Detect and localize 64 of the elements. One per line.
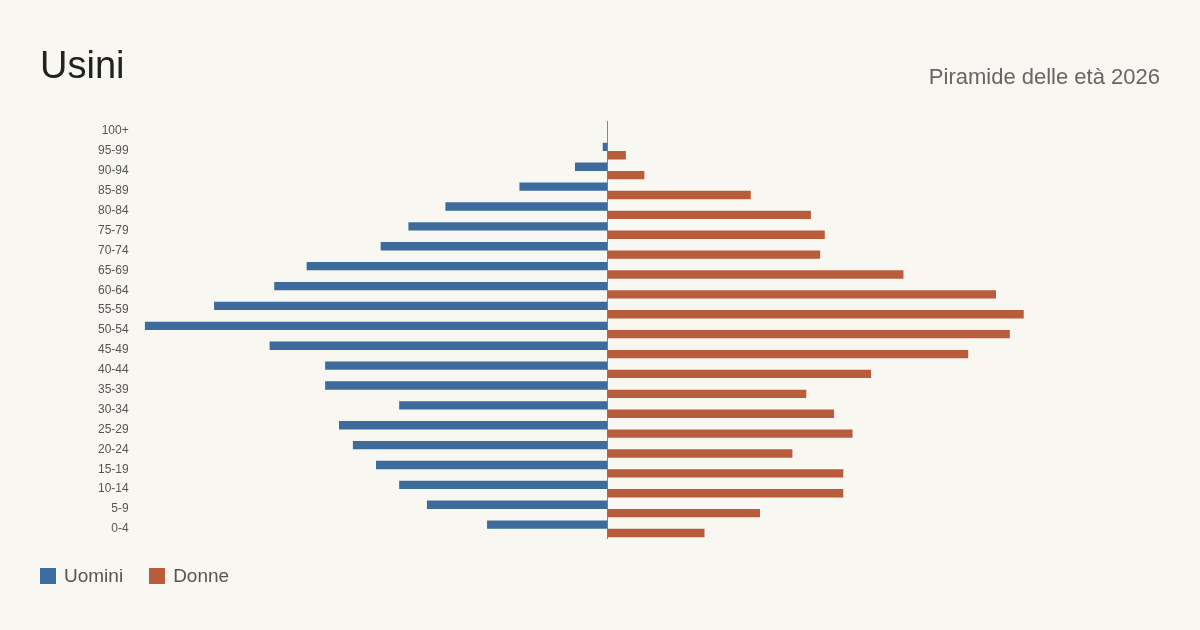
bar — [408, 222, 608, 231]
bar — [214, 301, 608, 311]
y-tick-label: 40-44 — [97, 362, 130, 377]
bar — [607, 270, 904, 279]
bar — [339, 421, 608, 430]
y-tick-label: 60-64 — [97, 282, 130, 297]
bar — [607, 409, 835, 418]
y-tick-label: 55-59 — [97, 302, 130, 317]
bar — [574, 162, 608, 171]
bar — [607, 469, 844, 478]
y-tick-label: 95-99 — [97, 143, 130, 158]
bar — [607, 330, 1010, 339]
bar — [426, 500, 608, 509]
legend-label: Donne — [172, 565, 230, 587]
bar — [607, 528, 705, 538]
bar — [607, 310, 1024, 319]
bar — [607, 489, 844, 498]
y-tick-label: 15-19 — [97, 461, 130, 476]
bar — [607, 429, 853, 438]
bar — [269, 341, 608, 350]
y-tick-label: 35-39 — [97, 381, 130, 396]
bar — [607, 250, 821, 259]
bar — [607, 449, 793, 458]
bar — [380, 242, 608, 251]
bar — [607, 230, 825, 239]
bar — [144, 321, 608, 330]
chart-title: Usini — [40, 44, 125, 87]
bar — [519, 182, 608, 191]
bar — [399, 480, 608, 490]
bar — [607, 170, 645, 180]
y-tick-label: 80-84 — [97, 203, 130, 217]
y-tick-label: 65-69 — [97, 262, 130, 277]
y-tick-label: 5-9 — [111, 501, 130, 516]
bar — [325, 361, 608, 370]
y-tick-label: 0-4 — [111, 521, 130, 536]
y-tick-label: 20-24 — [97, 441, 130, 456]
y-tick-label: 75-79 — [97, 222, 130, 237]
bar — [445, 202, 608, 211]
bar — [607, 290, 996, 299]
y-tick-label: 50-54 — [97, 322, 130, 337]
legend-label: Uomini — [63, 565, 124, 587]
y-tick-label: 70-74 — [97, 242, 130, 257]
y-tick-label: 90-94 — [97, 163, 130, 178]
bar — [607, 508, 761, 518]
bar — [607, 151, 626, 160]
bar — [607, 369, 872, 379]
bar — [352, 440, 608, 450]
bar — [607, 389, 807, 399]
bar — [607, 349, 969, 359]
y-tick-label: 10-14 — [97, 481, 130, 496]
y-tick-label: 45-49 — [97, 342, 130, 357]
bar — [306, 261, 608, 271]
y-tick-label: 25-29 — [97, 421, 130, 436]
bar — [274, 281, 608, 291]
y-tick-label: 85-89 — [97, 183, 130, 198]
y-tick-label: 30-34 — [97, 401, 130, 416]
bar — [607, 190, 751, 200]
bar — [325, 381, 608, 390]
bar — [487, 520, 608, 529]
bar — [376, 460, 608, 470]
chart-subtitle: Piramide delle età 2026 — [928, 64, 1160, 90]
bar — [607, 210, 811, 220]
y-tick-label: 100+ — [101, 123, 129, 138]
bar — [399, 401, 608, 410]
